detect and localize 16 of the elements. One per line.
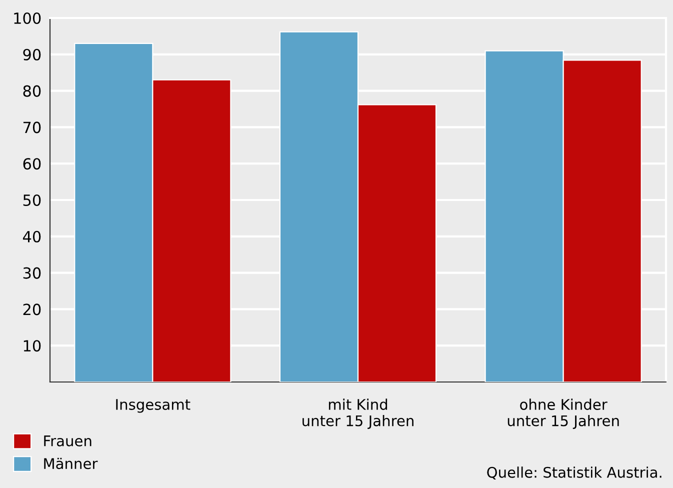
y-tick-label: 20 <box>23 304 41 316</box>
y-tick-label: 10 <box>24 340 41 352</box>
y-tick-label: 100 <box>14 12 41 24</box>
x-tick-label: ohne Kinder unter 15 Jahren <box>508 398 619 429</box>
y-tick-label: 40 <box>22 230 41 242</box>
source-note: Quelle: Statistik Austria. <box>487 466 662 480</box>
y-tick-label: 80 <box>23 85 41 97</box>
x-tick-label: Insgesamt <box>116 399 190 413</box>
y-tick-label: 50 <box>23 194 41 206</box>
y-tick-label: 90 <box>23 48 41 60</box>
legend-label: Frauen <box>44 436 92 446</box>
x-tick-label: mit Kind unter 15 Jahren <box>302 398 414 429</box>
y-tick-label: 70 <box>23 122 41 134</box>
y-tick-label: 60 <box>23 158 41 170</box>
legend-label: Männer <box>44 458 98 470</box>
y-tick-label: 30 <box>23 267 41 279</box>
